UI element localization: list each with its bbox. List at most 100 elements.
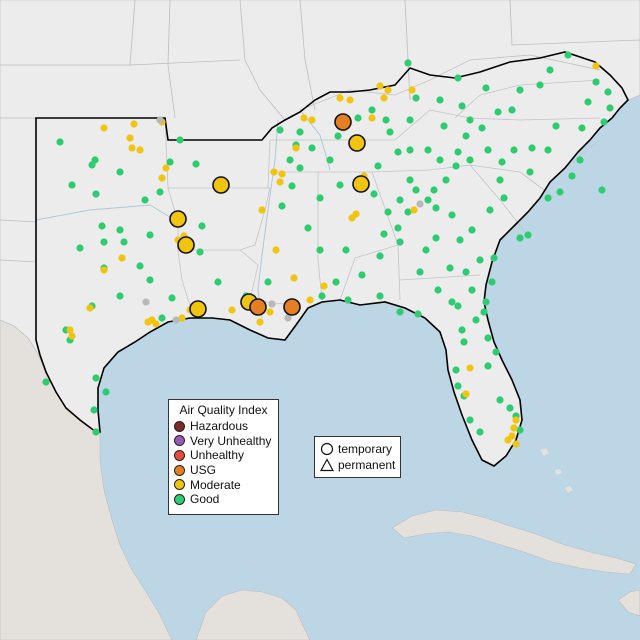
monitor-good[interactable]	[430, 186, 438, 194]
monitor-good[interactable]	[146, 231, 154, 239]
monitor-good[interactable]	[214, 278, 222, 286]
monitor-good[interactable]	[316, 246, 324, 254]
monitor-moderate[interactable]	[462, 390, 470, 398]
monitor-good[interactable]	[332, 278, 340, 286]
monitor-good[interactable]	[394, 148, 402, 156]
monitor-good[interactable]	[506, 404, 514, 412]
monitor-good[interactable]	[456, 236, 464, 244]
monitor-good[interactable]	[102, 388, 110, 396]
monitor-good[interactable]	[482, 298, 490, 306]
monitor-good[interactable]	[318, 292, 326, 300]
monitor-good[interactable]	[136, 262, 144, 270]
monitor-moderate[interactable]	[256, 318, 264, 326]
monitor-good[interactable]	[116, 168, 124, 176]
monitor-good[interactable]	[564, 51, 572, 59]
monitor-moderate-highlight[interactable]	[169, 210, 187, 228]
monitor-good[interactable]	[432, 234, 440, 242]
monitor-good[interactable]	[42, 378, 50, 386]
monitor-moderate[interactable]	[100, 124, 108, 132]
monitor-moderate[interactable]	[272, 246, 280, 254]
monitor-moderate[interactable]	[152, 320, 160, 328]
monitor-good[interactable]	[432, 204, 440, 212]
monitor-good[interactable]	[334, 132, 342, 140]
monitor-good[interactable]	[556, 188, 564, 196]
monitor-moderate-highlight[interactable]	[348, 134, 366, 152]
monitor-moderate[interactable]	[376, 82, 384, 90]
monitor-moderate-highlight[interactable]	[189, 300, 207, 318]
monitor-good[interactable]	[498, 158, 506, 166]
monitor-good[interactable]	[472, 316, 480, 324]
monitor-usg-highlight[interactable]	[334, 113, 352, 131]
monitor-moderate[interactable]	[292, 144, 300, 152]
monitor-good[interactable]	[440, 122, 448, 130]
monitor-moderate[interactable]	[336, 94, 344, 102]
monitor-inactive[interactable]	[172, 316, 180, 324]
monitor-good[interactable]	[476, 428, 484, 436]
monitor-good[interactable]	[424, 146, 432, 154]
monitor-moderate[interactable]	[158, 174, 166, 182]
monitor-moderate[interactable]	[66, 326, 74, 334]
monitor-good[interactable]	[380, 230, 388, 238]
monitor-good[interactable]	[76, 244, 84, 252]
monitor-good[interactable]	[344, 296, 352, 304]
monitor-good[interactable]	[342, 246, 350, 254]
monitor-good[interactable]	[484, 146, 492, 154]
monitor-good[interactable]	[478, 124, 486, 132]
monitor-good[interactable]	[480, 308, 488, 316]
monitor-good[interactable]	[434, 286, 442, 294]
monitor-inactive[interactable]	[142, 298, 150, 306]
monitor-good[interactable]	[68, 181, 76, 189]
monitor-good[interactable]	[584, 98, 592, 106]
monitor-good[interactable]	[296, 164, 304, 172]
monitor-good[interactable]	[396, 196, 404, 204]
monitor-good[interactable]	[462, 132, 470, 140]
monitor-good[interactable]	[56, 138, 64, 146]
monitor-good[interactable]	[510, 146, 518, 154]
monitor-good[interactable]	[476, 256, 484, 264]
monitor-good[interactable]	[116, 292, 124, 300]
monitor-moderate[interactable]	[258, 206, 266, 214]
monitor-moderate[interactable]	[410, 206, 418, 214]
monitor-good[interactable]	[296, 128, 304, 136]
monitor-good[interactable]	[422, 246, 430, 254]
monitor-moderate[interactable]	[466, 364, 474, 372]
monitor-good[interactable]	[466, 156, 474, 164]
monitor-good[interactable]	[304, 224, 312, 232]
monitor-good[interactable]	[176, 136, 184, 144]
monitor-good[interactable]	[168, 294, 176, 302]
monitor-good[interactable]	[436, 156, 444, 164]
monitor-moderate[interactable]	[270, 168, 278, 176]
monitor-good[interactable]	[141, 196, 149, 204]
monitor-good[interactable]	[288, 182, 296, 190]
monitor-good[interactable]	[452, 366, 460, 374]
monitor-good[interactable]	[604, 88, 612, 96]
monitor-good[interactable]	[416, 268, 424, 276]
monitor-moderate[interactable]	[510, 424, 518, 432]
monitor-good[interactable]	[404, 208, 412, 216]
monitor-inactive[interactable]	[284, 314, 292, 322]
monitor-moderate[interactable]	[68, 332, 76, 340]
monitor-good[interactable]	[568, 172, 576, 180]
monitor-good[interactable]	[448, 211, 456, 219]
monitor-good[interactable]	[606, 104, 614, 112]
monitor-good[interactable]	[368, 106, 376, 114]
monitor-good[interactable]	[376, 292, 384, 300]
monitor-moderate[interactable]	[178, 314, 186, 322]
monitor-moderate[interactable]	[278, 170, 286, 178]
monitor-good[interactable]	[536, 81, 544, 89]
monitor-inactive[interactable]	[416, 200, 424, 208]
monitor-good[interactable]	[598, 186, 606, 194]
monitor-moderate[interactable]	[228, 306, 236, 314]
monitor-good[interactable]	[354, 114, 362, 122]
monitor-inactive[interactable]	[156, 116, 164, 124]
monitor-moderate[interactable]	[368, 114, 376, 122]
monitor-good[interactable]	[92, 428, 100, 436]
monitor-good[interactable]	[458, 102, 466, 110]
monitor-good[interactable]	[412, 186, 420, 194]
monitor-moderate[interactable]	[266, 308, 274, 316]
monitor-moderate[interactable]	[300, 114, 308, 122]
monitor-good[interactable]	[396, 308, 404, 316]
monitor-good[interactable]	[146, 276, 154, 284]
monitor-moderate-highlight[interactable]	[212, 176, 230, 194]
monitor-moderate[interactable]	[126, 134, 134, 142]
